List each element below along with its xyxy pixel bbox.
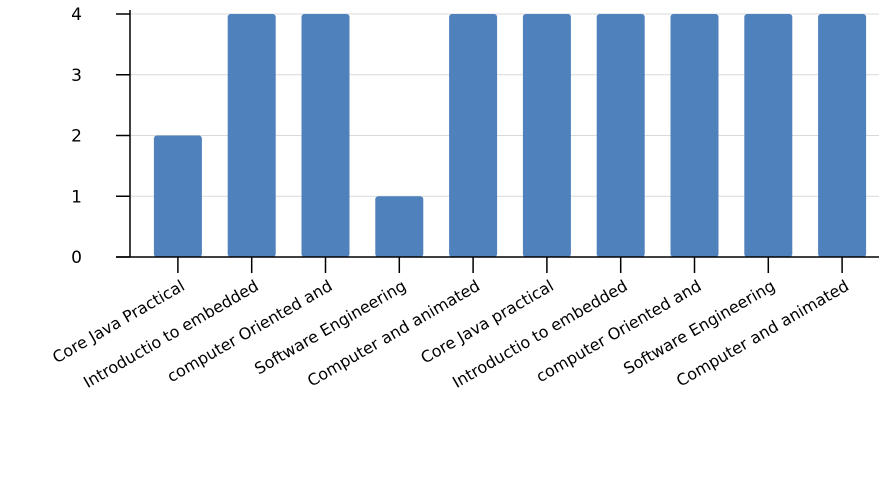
bar-6	[596, 14, 645, 257]
y-tick-label-4: 4	[71, 5, 82, 25]
y-tick-label-3: 3	[71, 66, 82, 86]
bar-8	[744, 14, 793, 257]
y-tick-label-1: 1	[71, 187, 82, 207]
bars	[153, 14, 867, 257]
bar-5	[522, 14, 571, 257]
y-tick-label-2: 2	[71, 127, 82, 147]
axes	[116, 10, 879, 273]
bar-0	[153, 135, 202, 257]
bar-3	[375, 196, 424, 257]
bar-2	[301, 14, 350, 257]
bar-9	[818, 14, 867, 257]
bar-4	[449, 14, 498, 257]
bar-1	[227, 14, 276, 257]
bar-7	[670, 14, 719, 257]
y-tick-label-0: 0	[71, 248, 82, 268]
